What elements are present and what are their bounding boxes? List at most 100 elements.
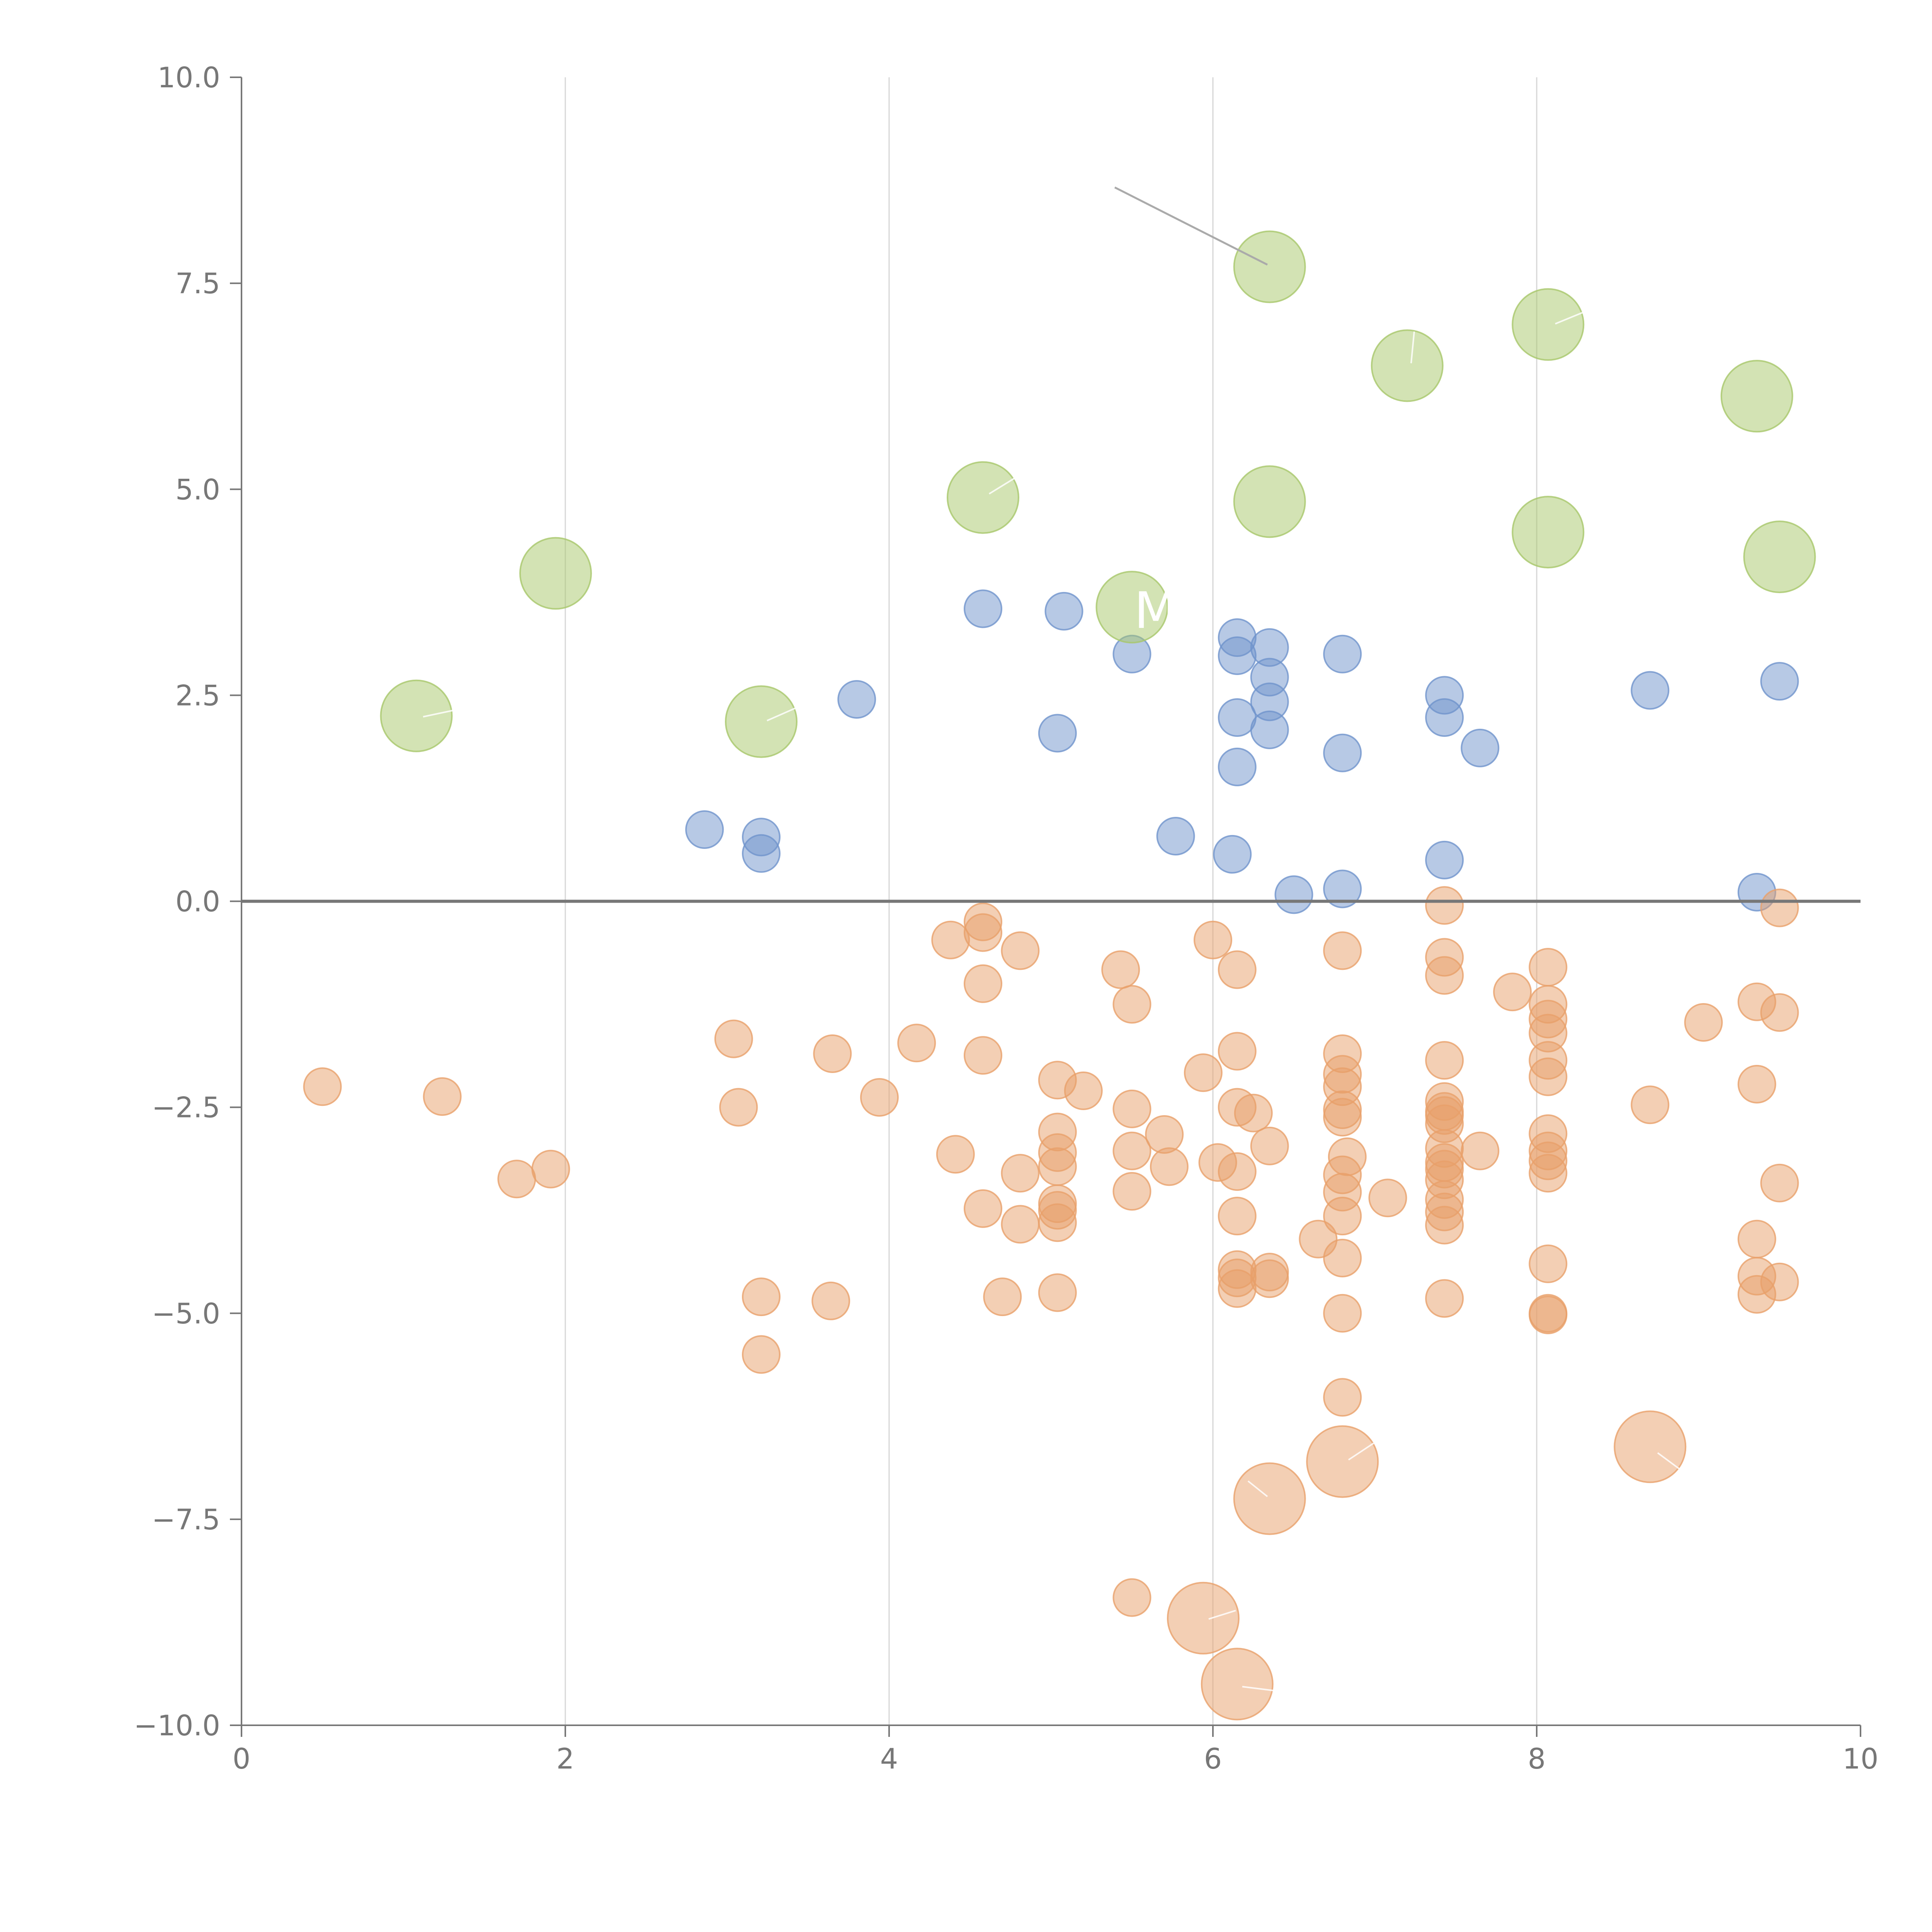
point-negative-14 (1529, 948, 1568, 987)
point-positive-1 (1044, 592, 1083, 631)
annotation-leader-line-10 (1208, 1610, 1236, 1620)
point-negative-69 (1323, 1197, 1362, 1236)
point-negative-84 (1425, 1206, 1464, 1245)
point-negative-32 (813, 1034, 852, 1073)
annotation-leader-line-4 (988, 478, 1015, 495)
point-positive-22 (742, 834, 781, 873)
point-highlight-positive-11 (725, 685, 798, 758)
point-negative-9 (1323, 931, 1362, 970)
annotation-leader-line-6 (1555, 311, 1584, 325)
points-layer (303, 230, 1816, 1721)
point-negative-30 (714, 1019, 753, 1058)
point-negative-109 (742, 1335, 781, 1374)
x-tick-label-3: 6 (1204, 1743, 1222, 1776)
axes-layer: 0 2 4 6 8 10 −10.0 −7.5 −5.0 −2.5 0.0 2.5 5.0 7.5 10.0 (134, 61, 1878, 1776)
annotation-leader-line-3 (767, 707, 796, 721)
x-tick-label-2: 4 (880, 1743, 898, 1776)
point-negative-100 (1218, 1269, 1257, 1308)
annotation-leader-line (1114, 186, 1268, 266)
point-negative-72 (1323, 1238, 1362, 1277)
point-negative-97 (1760, 1262, 1799, 1301)
point-highlight-positive-0 (1233, 230, 1306, 303)
y-tick-label-6: 5.0 (175, 473, 220, 506)
point-negative-90 (1529, 1244, 1568, 1283)
annotation-leader-line-8 (1348, 1442, 1374, 1461)
point-negative-37 (1064, 1071, 1103, 1110)
point-negative-22 (1760, 993, 1799, 1032)
point-positive-12 (1218, 747, 1257, 786)
point-highlight-negative-3 (1167, 1582, 1240, 1655)
point-negative-6 (1112, 985, 1151, 1024)
point-negative-27 (423, 1077, 462, 1116)
point-positive-18 (837, 680, 876, 719)
point-negative-10 (1425, 886, 1464, 925)
point-negative-67 (1328, 1137, 1367, 1176)
y-tick-label-3: −2.5 (152, 1092, 220, 1124)
point-negative-106 (1425, 1279, 1464, 1318)
point-positive-14 (1425, 698, 1464, 737)
point-negative-73 (1425, 1041, 1464, 1080)
point-positive-27 (1425, 840, 1464, 879)
point-negative-52 (936, 1135, 975, 1174)
x-tick-label-1: 2 (556, 1743, 574, 1776)
point-negative-110 (1323, 1378, 1362, 1417)
point-negative-41 (1234, 1094, 1273, 1133)
point-positive-24 (1213, 835, 1252, 874)
y-tick-label-7: 7.5 (175, 267, 220, 300)
annotation-layer: M (423, 186, 1684, 1691)
point-negative-59 (1112, 1172, 1151, 1211)
point-negative-42 (1112, 1089, 1151, 1128)
point-negative-89 (1529, 1154, 1568, 1193)
point-negative-47 (1112, 1131, 1151, 1170)
point-highlight-negative-0 (1233, 1462, 1306, 1535)
point-positive-4 (1218, 636, 1257, 675)
point-negative-39 (1218, 1032, 1257, 1071)
point-negative-50 (1218, 1152, 1257, 1191)
point-negative-45 (1038, 1147, 1077, 1186)
x-tick-label-5: 10 (1843, 1743, 1879, 1776)
annotation-leader-line-5 (1410, 331, 1415, 364)
point-negative-25 (1631, 1085, 1670, 1124)
point-positive-23 (1156, 817, 1195, 855)
point-negative-4 (964, 964, 1002, 1003)
point-highlight-negative-2 (1614, 1410, 1687, 1483)
point-negative-54 (964, 1189, 1002, 1228)
point-negative-29 (531, 1150, 570, 1189)
point-negative-55 (1001, 1205, 1040, 1244)
point-negative-104 (1038, 1273, 1077, 1312)
y-tick-label-8: 10.0 (157, 61, 220, 94)
point-negative-108 (811, 1281, 850, 1320)
point-positive-10 (1218, 698, 1257, 737)
point-negative-53 (1001, 1154, 1040, 1193)
point-negative-33 (860, 1078, 899, 1117)
point-negative-2 (931, 920, 970, 959)
point-positive-16 (1631, 671, 1670, 710)
point-highlight-positive-1 (1371, 329, 1444, 402)
point-negative-60 (1218, 1197, 1257, 1236)
point-negative-107 (742, 1277, 781, 1316)
partial-label: M (1134, 581, 1177, 640)
point-negative-103 (983, 1277, 1022, 1316)
annotation-leader-line-7 (1247, 1480, 1268, 1497)
y-tick-label-5: 2.5 (175, 679, 220, 712)
annotation-leader-line-2 (423, 709, 454, 718)
point-negative-70 (1368, 1179, 1407, 1218)
point-negative-28 (497, 1160, 536, 1199)
annotation-leader-line-11 (1242, 1686, 1274, 1691)
point-negative-35 (964, 1036, 1002, 1075)
point-negative-31 (719, 1088, 758, 1127)
y-tick-label-1: −7.5 (152, 1503, 220, 1536)
point-highlight-positive-7 (1743, 520, 1816, 594)
point-negative-24 (1737, 1065, 1776, 1104)
point-positive-11 (1323, 733, 1362, 772)
point-positive-20 (685, 810, 724, 849)
point-negative-92 (1529, 1296, 1568, 1334)
point-negative-20 (1760, 888, 1799, 927)
point-negative-51 (1250, 1126, 1289, 1165)
x-tick-label-0: 0 (233, 1743, 250, 1776)
point-negative-8 (1218, 950, 1257, 989)
x-tick-label-4: 8 (1528, 1743, 1546, 1776)
point-negative-58 (1038, 1203, 1077, 1242)
